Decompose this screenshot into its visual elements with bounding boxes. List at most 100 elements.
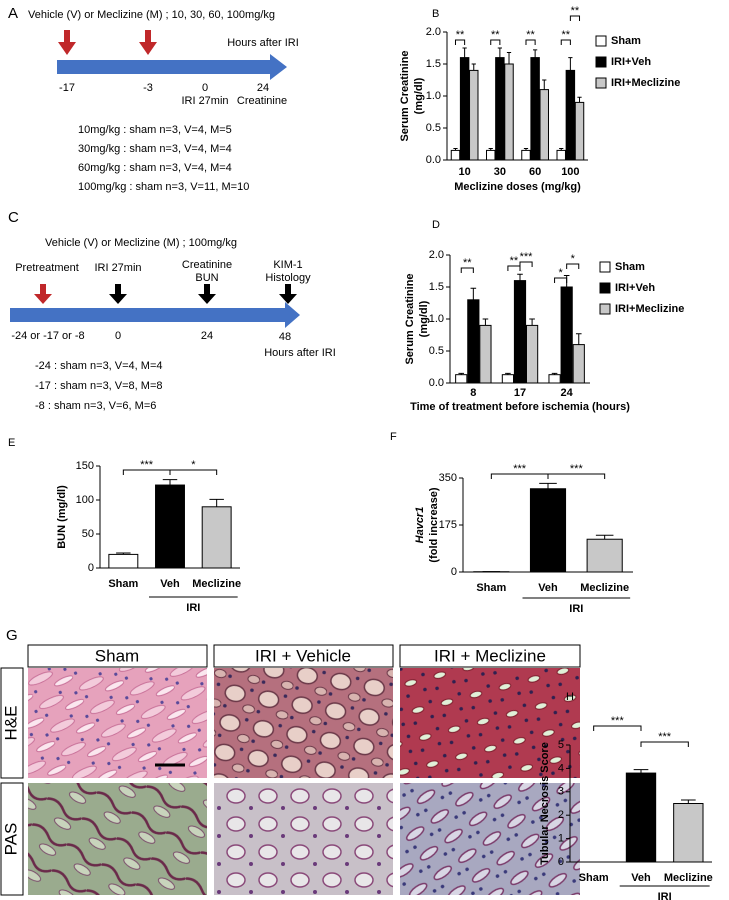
error-bar (458, 372, 465, 375)
timeline-header: Vehicle (V) or Meclizine (M) ; 100mg/kg (45, 237, 237, 249)
event-arrow (198, 284, 216, 304)
significance-label: *** (611, 715, 625, 727)
significance-label: *** (140, 459, 154, 471)
significance-bracket (547, 473, 606, 479)
bar (455, 374, 468, 384)
timeline-label: -17 (59, 82, 75, 94)
timeline-event: Pretreatment (15, 262, 79, 274)
dose-arrow (58, 30, 76, 55)
event-arrow (34, 284, 52, 304)
timeline-event: IRI 27min (94, 262, 141, 274)
timeline-label: -3 (143, 82, 153, 94)
significance-label: * (571, 253, 576, 265)
group-label: IRI (569, 603, 583, 615)
column-header: Sham (95, 646, 139, 665)
legend-swatch (599, 303, 611, 315)
panel-letter: H (566, 691, 574, 703)
bar (560, 286, 573, 384)
timeline-bar (57, 54, 287, 80)
y-tick-label: 0 (451, 566, 457, 578)
error-bar (595, 534, 614, 540)
error-bar (559, 147, 564, 151)
column-header: IRI + Vehicle (255, 646, 351, 665)
error-bar (453, 147, 458, 151)
significance-bracket (490, 39, 501, 45)
bar (450, 149, 461, 161)
bar (501, 374, 515, 384)
x-tick-label: 24 (561, 387, 574, 399)
error-bar (533, 49, 538, 58)
panel-letter: F (390, 431, 397, 443)
timeline-label: 24 (201, 330, 213, 342)
significance-label: ** (510, 255, 519, 267)
error-bar (633, 769, 649, 774)
timeline-bar (10, 302, 300, 328)
bar (108, 553, 139, 569)
bar (625, 772, 657, 863)
histology-image (28, 668, 207, 778)
row-header-box (0, 782, 24, 896)
timeline-event: Histology (265, 272, 311, 284)
significance-label: * (558, 267, 563, 279)
x-tick-label: Sham (579, 872, 609, 884)
panel-letter: G (6, 627, 18, 644)
error-bar (517, 273, 523, 281)
error-bar (577, 96, 582, 103)
x-tick-label: Meclizine (664, 872, 713, 884)
error-bar (482, 318, 489, 326)
bar (467, 299, 480, 384)
row-header-box (0, 667, 24, 779)
panel-letter: B (432, 8, 439, 20)
x-tick-label: Sham (476, 582, 506, 594)
timeline-header: Vehicle (V) or Meclizine (M) ; 10, 30, 6… (28, 9, 275, 21)
x-tick-label: Veh (160, 578, 180, 590)
group-size: 30mg/kg : sham n=3, V=4, M=4 (78, 143, 232, 155)
y-tick-label: 1.0 (426, 90, 441, 102)
bar (479, 324, 492, 384)
bar (155, 484, 185, 569)
column-header-box (399, 644, 581, 668)
error-bar (529, 318, 535, 326)
legend-label: IRI+Veh (615, 282, 655, 294)
y-axis-label: Serum Creatinine (399, 50, 411, 141)
legend-swatch (595, 56, 607, 68)
bar (504, 63, 514, 161)
column-header: IRI + Meclizine (434, 646, 546, 665)
legend-label: Sham (611, 35, 641, 47)
bar (548, 374, 561, 384)
y-tick-label: 0 (558, 856, 564, 868)
significance-bracket (566, 263, 580, 269)
event-arrow (109, 284, 127, 304)
group-size: 10mg/kg : sham n=3, V=4, M=5 (78, 124, 232, 136)
group-size: -24 : sham n=3, V=4, M=4 (35, 360, 163, 372)
panel-letter: D (432, 219, 440, 231)
y-tick-label: 150 (76, 460, 94, 472)
x-axis-label: Time of treatment before ischemia (hours… (410, 401, 630, 413)
legend-label: IRI+Meclizine (615, 303, 684, 315)
row-header: PAS (1, 823, 20, 856)
bar (469, 69, 479, 161)
y-tick-label: 1.5 (426, 58, 441, 70)
significance-label: ** (562, 29, 571, 41)
error-bar (471, 63, 476, 71)
bar (513, 280, 527, 384)
dose-arrow (139, 30, 157, 55)
x-tick-label: Veh (631, 872, 651, 884)
error-bar (505, 372, 511, 375)
x-tick-label: Sham (108, 578, 138, 590)
y-tick-label: 1.5 (429, 281, 444, 293)
timeline-axis-title: Hours after IRI (264, 347, 336, 359)
y-tick-label: 50 (82, 528, 94, 540)
y-axis-label: Serum Creatinine (404, 273, 416, 364)
histology-image (400, 783, 580, 895)
error-bar (462, 47, 467, 58)
y-tick-label: 0.0 (429, 377, 444, 389)
legend-label: IRI+Meclizine (611, 77, 680, 89)
y-tick-label: 2.0 (426, 26, 441, 38)
error-bar (542, 79, 547, 90)
x-tick-label: 30 (494, 166, 506, 178)
column-header-box (213, 644, 394, 668)
error-bar (470, 287, 477, 300)
histology-image (214, 668, 393, 778)
significance-bracket (569, 15, 581, 21)
